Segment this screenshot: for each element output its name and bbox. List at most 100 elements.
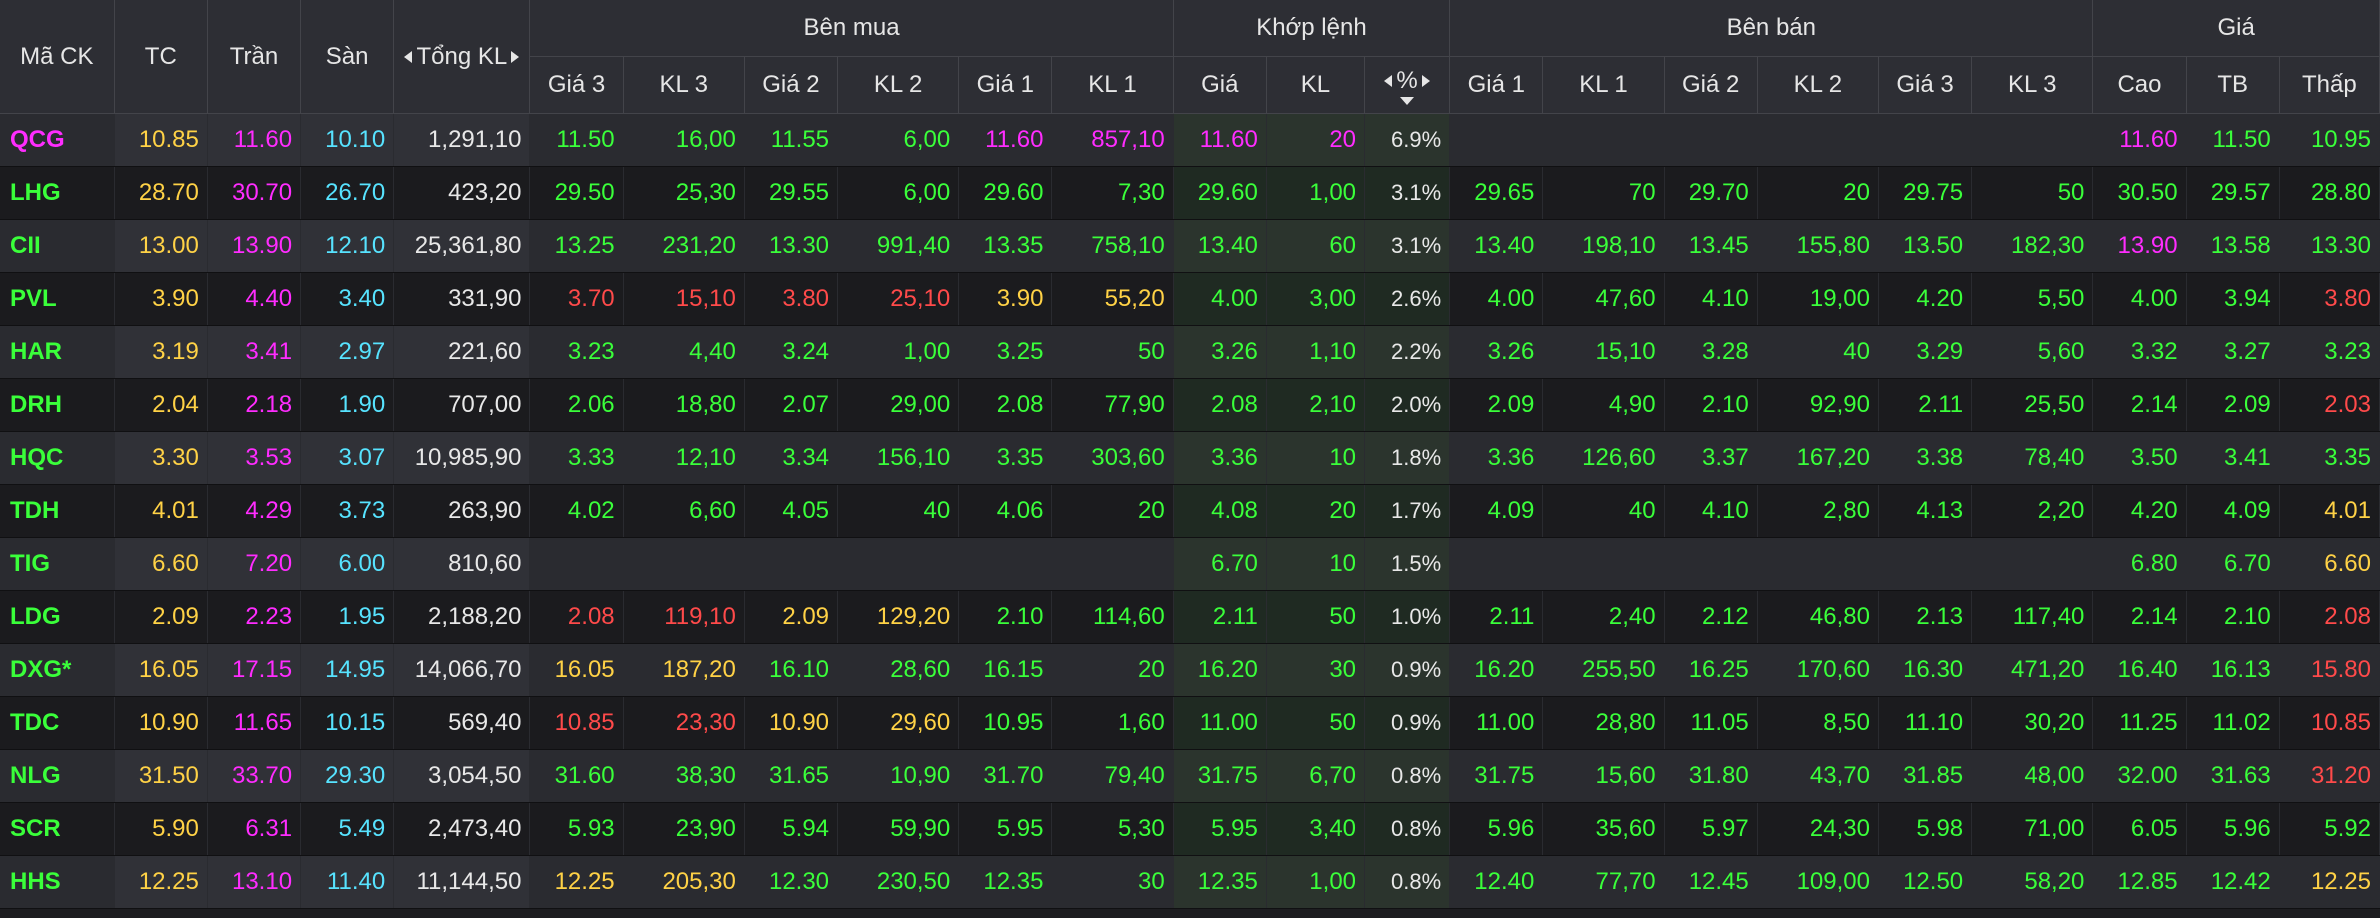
match-pct-cell: 1.8% (1364, 431, 1451, 485)
table-row[interactable]: DXG* 16.05 17.15 14.95 14,066,70 16.05 187,20 1… (0, 643, 2380, 697)
symbol-cell[interactable]: PVL (0, 272, 115, 326)
match-pct-cell: 2.0% (1364, 378, 1451, 432)
symbol-cell[interactable]: DXG* (0, 643, 115, 697)
low-price-cell: 3.80 (2279, 272, 2380, 326)
header-match-vol[interactable]: KL (1266, 56, 1366, 114)
symbol-cell[interactable]: LDG (0, 590, 115, 644)
header-buy-price-2[interactable]: Giá 2 (744, 56, 839, 114)
table-row[interactable]: HHS 12.25 13.10 11.40 11,144,50 12.25 205,30 12… (0, 855, 2380, 909)
table-row[interactable]: DRH 2.04 2.18 1.90 707,00 2.06 18,80 2.07 29,00 2… (0, 378, 2380, 432)
symbol-cell[interactable]: SCR (0, 802, 115, 856)
ceiling-price-cell: 30.70 (207, 166, 302, 220)
buy-vol-1-cell: 50 (1051, 325, 1174, 379)
symbol-cell[interactable]: NLG (0, 749, 115, 803)
table-row[interactable]: PVL 3.90 4.40 3.40 331,90 3.70 15,10 3.80 25,10 3… (0, 272, 2380, 326)
low-price-cell: 5.92 (2279, 802, 2380, 856)
header-match-price[interactable]: Giá (1173, 56, 1267, 114)
symbol-cell[interactable]: QCG (0, 113, 115, 167)
symbol-cell[interactable]: TIG (0, 537, 115, 591)
sell-vol-3-cell: 48,00 (1971, 749, 2094, 803)
buy-price-2-cell: 12.30 (744, 855, 839, 909)
caret-left-icon[interactable] (404, 51, 413, 63)
table-row[interactable]: LDG 2.09 2.23 1.95 2,188,20 2.08 119,10 2.09 129… (0, 590, 2380, 644)
low-price-cell: 6.60 (2279, 537, 2380, 591)
header-high[interactable]: Cao (2092, 56, 2187, 114)
buy-vol-2-cell: 29,00 (837, 378, 960, 432)
symbol-cell[interactable]: DRH (0, 378, 115, 432)
header-low[interactable]: Thấp (2279, 56, 2380, 114)
header-price-group: Giá (2092, 0, 2380, 57)
header-total-volume[interactable]: Tổng KL (393, 0, 531, 114)
high-price-cell: 11.60 (2092, 113, 2187, 167)
header-sell-price-2[interactable]: Giá 2 (1664, 56, 1758, 114)
avg-price-cell: 16.13 (2186, 643, 2280, 697)
sell-vol-3-cell: 58,20 (1971, 855, 2094, 909)
table-row[interactable]: TDC 10.90 11.65 10.15 569,40 10.85 23,30 10.90 2… (0, 696, 2380, 750)
table-row[interactable]: TIG 6.60 7.20 6.00 810,60 6.70 10 1.5% 6.80 6.70 6… (0, 537, 2380, 591)
buy-vol-1-cell (1051, 537, 1174, 591)
sell-price-1-cell: 11.00 (1449, 696, 1544, 750)
header-buy-price-1[interactable]: Giá 1 (958, 56, 1053, 114)
symbol-cell[interactable]: LHG (0, 166, 115, 220)
table-row[interactable]: QCG 10.85 11.60 10.10 1,291,10 11.50 16,00 11.5… (0, 113, 2380, 167)
table-row[interactable]: SCR 5.90 6.31 5.49 2,473,40 5.93 23,90 5.94 59,9… (0, 802, 2380, 856)
symbol-cell[interactable]: HAR (0, 325, 115, 379)
table-row[interactable]: HAR 3.19 3.41 2.97 221,60 3.23 4,40 3.24 1,00 3.2… (0, 325, 2380, 379)
sell-vol-3-cell: 50 (1971, 166, 2094, 220)
buy-vol-3-cell: 231,20 (623, 219, 745, 273)
symbol-cell[interactable]: HQC (0, 431, 115, 485)
header-sell-vol-3[interactable]: KL 3 (1971, 56, 2094, 114)
match-price-cell: 3.26 (1173, 325, 1267, 379)
sell-vol-2-cell: 8,50 (1757, 696, 1879, 750)
sell-price-1-cell (1449, 537, 1544, 591)
table-row[interactable]: LHG 28.70 30.70 26.70 423,20 29.50 25,30 29.55 6… (0, 166, 2380, 220)
table-row[interactable]: NLG 31.50 33.70 29.30 3,054,50 31.60 38,30 31.6… (0, 749, 2380, 803)
low-price-cell: 12.25 (2279, 855, 2380, 909)
symbol-cell[interactable]: TDH (0, 484, 115, 538)
table-row[interactable]: TDH 4.01 4.29 3.73 263,90 4.02 6,60 4.05 40 4.06 2… (0, 484, 2380, 538)
sell-price-1-cell: 13.40 (1449, 219, 1544, 273)
header-buy-vol-3[interactable]: KL 3 (623, 56, 745, 114)
symbol-cell[interactable]: CII (0, 219, 115, 273)
low-price-cell: 2.08 (2279, 590, 2380, 644)
header-sell-price-1[interactable]: Giá 1 (1449, 56, 1544, 114)
total-volume-cell: 810,60 (393, 537, 531, 591)
high-price-cell: 11.25 (2092, 696, 2187, 750)
buy-vol-3-cell: 187,20 (623, 643, 745, 697)
header-match-pct[interactable]: % (1364, 56, 1451, 114)
header-symbol[interactable]: Mã CK (0, 0, 115, 114)
floor-price-cell: 5.49 (300, 802, 395, 856)
caret-left-icon[interactable] (1384, 74, 1393, 87)
ref-price-cell: 13.00 (114, 219, 208, 273)
high-price-cell: 32.00 (2092, 749, 2187, 803)
sell-price-2-cell (1664, 113, 1758, 167)
match-vol-cell: 1,10 (1266, 325, 1366, 379)
header-buy-vol-1[interactable]: KL 1 (1051, 56, 1174, 114)
sell-vol-1-cell: 4,90 (1542, 378, 1665, 432)
header-buy-vol-2[interactable]: KL 2 (837, 56, 960, 114)
header-buy-price-3[interactable]: Giá 3 (529, 56, 624, 114)
symbol-cell[interactable]: TDC (0, 696, 115, 750)
avg-price-cell: 3.41 (2186, 431, 2280, 485)
symbol-cell[interactable]: HHS (0, 855, 115, 909)
buy-vol-1-cell: 55,20 (1051, 272, 1174, 326)
match-pct-cell: 0.9% (1364, 643, 1451, 697)
caret-right-icon[interactable] (511, 51, 520, 63)
table-row[interactable]: CII 13.00 13.90 12.10 25,361,80 13.25 231,20 13… (0, 219, 2380, 273)
total-volume-cell: 2,188,20 (393, 590, 531, 644)
sort-desc-icon[interactable] (1400, 96, 1415, 105)
header-ceiling[interactable]: Trần (207, 0, 302, 114)
ceiling-price-cell: 4.29 (207, 484, 302, 538)
header-sell-vol-2[interactable]: KL 2 (1757, 56, 1879, 114)
header-sell-price-3[interactable]: Giá 3 (1878, 56, 1973, 114)
header-sell-vol-1[interactable]: KL 1 (1542, 56, 1665, 114)
header-ref[interactable]: TC (114, 0, 208, 114)
table-row[interactable]: HQC 3.30 3.53 3.07 10,985,90 3.33 12,10 3.34 156… (0, 431, 2380, 485)
header-avg[interactable]: TB (2186, 56, 2280, 114)
caret-right-icon[interactable] (1421, 74, 1430, 87)
ceiling-price-cell: 7.20 (207, 537, 302, 591)
ceiling-price-cell: 11.60 (207, 113, 302, 167)
header-floor[interactable]: Sàn (300, 0, 395, 114)
